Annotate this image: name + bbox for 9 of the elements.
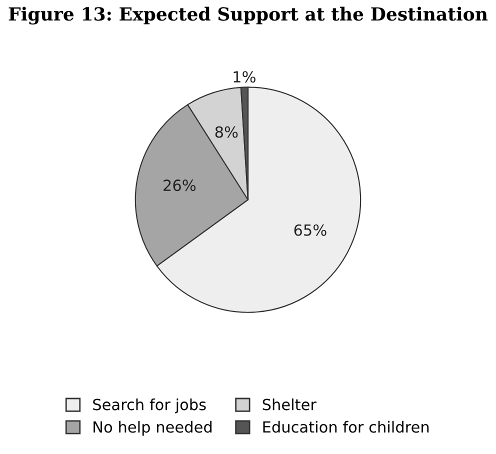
data-label: 26%	[164, 180, 196, 192]
legend-label: No help needed	[94, 420, 212, 436]
data-label: 65%	[294, 224, 326, 236]
data-label: 8%	[215, 126, 238, 138]
data-label: 1%	[234, 71, 256, 83]
legend-label: Shelter	[262, 398, 316, 410]
chart-title: Figure 13: Expected Support at the Destination	[8, 6, 488, 25]
legend-label: Search for jobs	[93, 398, 206, 414]
legend-label: Education for children	[263, 420, 429, 433]
